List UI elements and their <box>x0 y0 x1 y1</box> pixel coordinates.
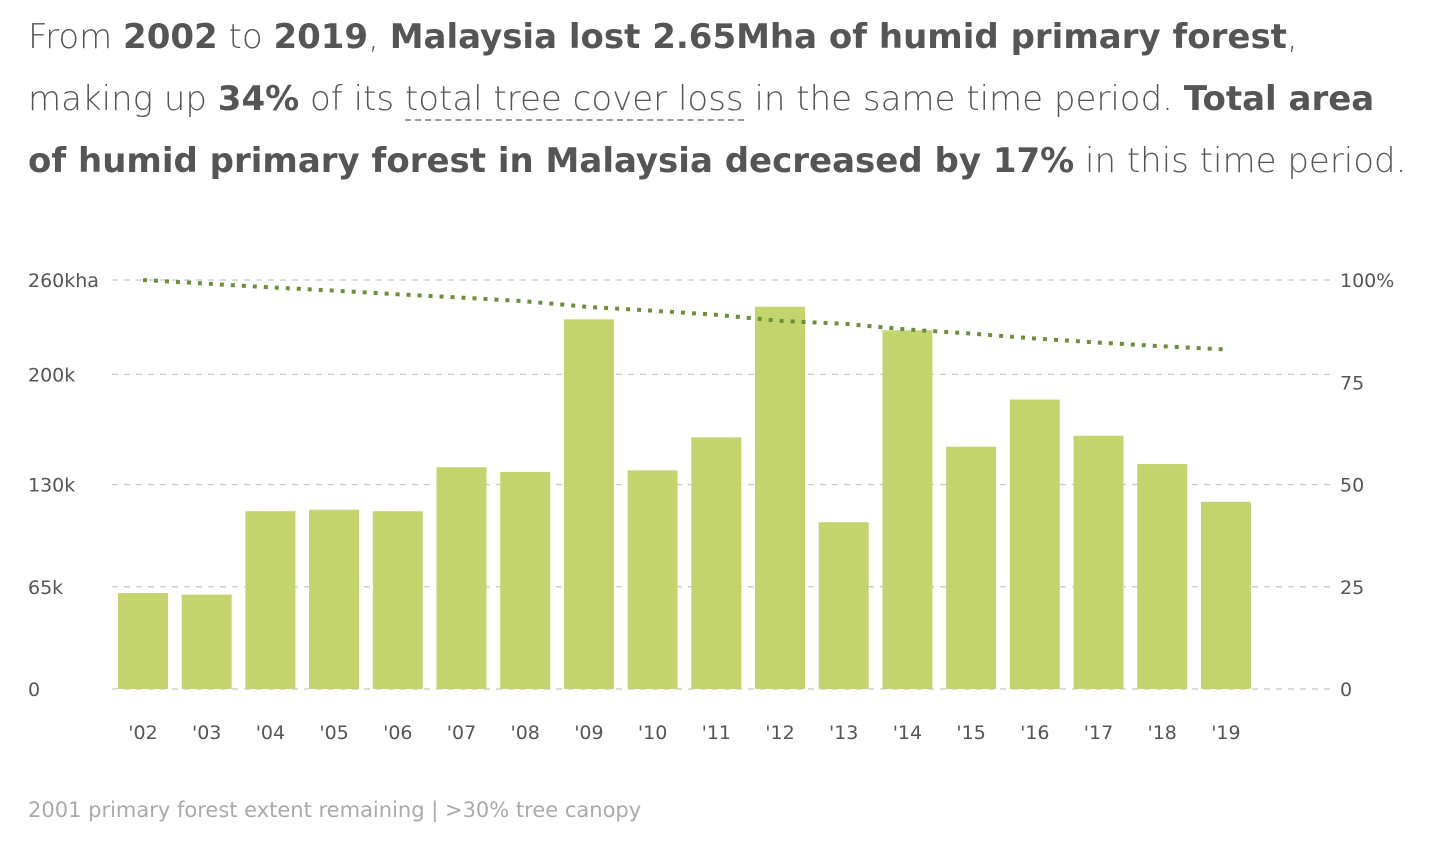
x-axis-tick-label: '07 <box>447 722 476 744</box>
bar <box>245 511 296 689</box>
summary-text-1: From <box>28 17 124 57</box>
right-axis-tick-label: 25 <box>1340 577 1364 599</box>
left-axis-tick-label: 130k <box>28 475 75 497</box>
x-axis-tick-label: '12 <box>765 722 794 744</box>
extent-remaining-line <box>142 278 1227 352</box>
bar <box>755 306 805 689</box>
loss-share: 34% <box>217 79 300 119</box>
bar <box>181 594 232 689</box>
x-axis-tick-label: '08 <box>510 722 539 744</box>
x-axis-tick-label: '16 <box>1020 722 1049 744</box>
x-axis-tick-label: '18 <box>1147 722 1176 744</box>
summary-text-7: in this time period. <box>1074 141 1407 181</box>
bar <box>946 446 997 689</box>
x-axis-tick-label: '17 <box>1084 722 1113 744</box>
bar <box>309 509 360 689</box>
decrease-phrase: Total area of humid primary forest in Ma… <box>28 79 1375 181</box>
x-axis-tick-label: '09 <box>574 722 603 744</box>
bar <box>882 330 933 689</box>
bar <box>818 522 869 689</box>
x-axis-tick-label: '11 <box>702 722 731 744</box>
bar <box>563 319 614 689</box>
summary-text-6: in the same time period. <box>743 79 1184 119</box>
x-axis-tick-label: '19 <box>1211 722 1240 744</box>
right-axis-tick-label: 50 <box>1340 475 1364 497</box>
bar <box>118 593 168 689</box>
left-axis-tick-label: 65k <box>28 577 63 599</box>
summary-sentence: From 2002 to 2019, Malaysia lost 2.65Mha… <box>28 6 1418 192</box>
right-axis-tick-label: 75 <box>1340 372 1364 394</box>
left-axis-tick-label: 200k <box>28 364 75 386</box>
x-axis-tick-label: '06 <box>383 722 412 744</box>
summary-text-5: of its <box>299 79 405 119</box>
bar <box>691 437 742 689</box>
start-year: 2002 <box>123 17 218 57</box>
forest-loss-chart: 0 65k 130k 200k 260kha 0 25 50 75 100% '02 '03 '04 '0… <box>28 270 1394 744</box>
bar <box>1137 464 1188 689</box>
bar <box>1009 399 1060 689</box>
right-axis-tick-label: 100% <box>1340 270 1394 292</box>
x-axis-tick-label: '02 <box>128 722 157 744</box>
loss-phrase: Malaysia lost 2.65Mha of humid primary f… <box>389 17 1287 57</box>
bar <box>372 511 423 689</box>
x-axis-tick-label: '13 <box>829 722 858 744</box>
summary-text-2: to <box>217 17 274 57</box>
bar <box>627 470 678 689</box>
total-tree-cover-loss-link[interactable]: total tree cover loss <box>404 79 744 121</box>
left-axis-tick-label: 0 <box>28 679 40 701</box>
end-year: 2019 <box>273 17 369 57</box>
x-axis-tick-label: '10 <box>638 722 667 744</box>
bar <box>436 467 487 689</box>
bar <box>500 471 551 689</box>
x-axis-tick-label: '04 <box>256 722 285 744</box>
summary-text-3: , <box>368 17 390 57</box>
right-axis-tick-label: 0 <box>1340 679 1352 701</box>
bar <box>1200 501 1251 689</box>
bar <box>1073 435 1124 689</box>
x-axis-tick-label: '03 <box>192 722 221 744</box>
chart-footer-note: 2001 primary forest extent remaining | >… <box>28 798 642 822</box>
summary-text-4: , making up <box>28 17 1298 119</box>
left-axis-tick-label: 260kha <box>28 270 99 292</box>
x-axis-tick-label: '15 <box>956 722 985 744</box>
x-axis-tick-label: '14 <box>893 722 922 744</box>
x-axis-tick-label: '05 <box>319 722 348 744</box>
